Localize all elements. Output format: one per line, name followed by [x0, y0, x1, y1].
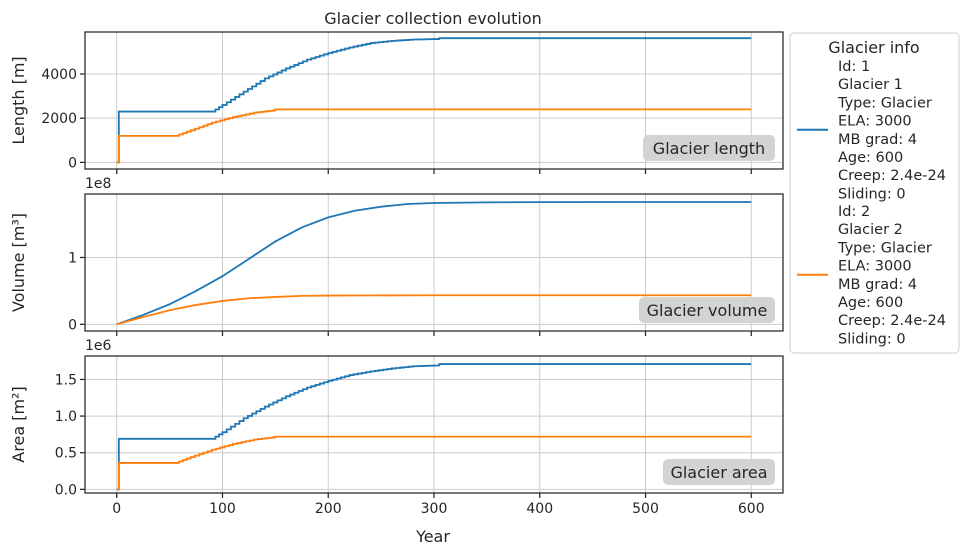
y-tick-label: 0 [68, 155, 77, 171]
panel-badge: Glacier length [653, 139, 765, 158]
y-tick-label: 1.5 [55, 372, 77, 388]
y-tick-label: 4000 [41, 67, 77, 83]
legend-frame [789, 32, 960, 354]
x-axis-label: Year [415, 527, 450, 546]
panel-badge-box [663, 459, 775, 485]
volume-panel: 0 1 1e8 Volume [m³] Glacier volume [9, 176, 784, 336]
legend-entry-line: Glacier 1 [838, 77, 903, 93]
x-tick-label: 100 [209, 501, 236, 517]
y-axis-label: Area [m²] [9, 386, 28, 462]
legend-entry-line: ELA: 3000 [838, 259, 912, 275]
glacier-2-line [116, 294, 752, 326]
legend-entry-line: Creep: 2.4e-24 [838, 313, 946, 329]
legend-entry-line: MB grad: 4 [838, 277, 917, 293]
legend: Glacier info Id: 1 Glacier 1 Type: Glacier… [789, 32, 960, 354]
y-tick-label: 0.5 [55, 446, 77, 462]
axis-offset-text: 1e8 [85, 176, 111, 192]
area-panel: 0 100 200 300 400 500 600 0.0 0.5 1.0 1.5 1e6 Area [… [9, 338, 784, 517]
panel-badge: Glacier volume [647, 301, 768, 320]
x-tick-label: 0 [112, 501, 121, 517]
panel-badge: Glacier area [670, 463, 767, 482]
y-axis-label: Length [m] [9, 56, 28, 144]
axis-offset-text: 1e6 [85, 338, 112, 354]
legend-entry-line: MB grad: 4 [838, 132, 917, 148]
x-tick-label: 600 [738, 501, 765, 517]
legend-entry-line: Id: 1 [838, 59, 870, 75]
legend-entry-line: Age: 600 [838, 150, 903, 166]
legend-entry-line: Sliding: 0 [838, 186, 906, 202]
x-tick-label: 200 [315, 501, 342, 517]
y-tick-label: 2000 [41, 111, 77, 127]
legend-entry-line: ELA: 3000 [838, 114, 912, 130]
legend-entry-line: Glacier 2 [838, 222, 903, 238]
x-tick-label: 300 [421, 501, 448, 517]
glacier-1-line [116, 37, 752, 164]
glacier-2-line [116, 108, 752, 164]
chart-title: Glacier collection evolution [324, 9, 542, 28]
y-tick-label: 0 [68, 317, 77, 333]
panel-badge-box [639, 297, 775, 323]
glacier-2-line [116, 435, 752, 491]
legend-entry-line: Age: 600 [838, 295, 903, 311]
y-tick-label: 1.0 [55, 409, 77, 425]
y-tick-label: 0.0 [55, 482, 77, 498]
legend-entry-line: Type: Glacier [837, 95, 932, 111]
y-tick-label: 1 [68, 250, 77, 266]
legend-entry-line: Id: 2 [838, 204, 870, 220]
legend-title: Glacier info [828, 38, 919, 57]
legend-entry-line: Creep: 2.4e-24 [838, 168, 946, 184]
y-axis-label: Volume [m³] [9, 213, 28, 312]
legend-entry-line: Sliding: 0 [838, 331, 906, 347]
panel-badge-box [643, 135, 775, 161]
glacier-1-line [116, 201, 752, 326]
x-tick-label: 400 [526, 501, 553, 517]
length-panel: 0 2000 4000 Length [m] Glacier length [9, 31, 784, 174]
glacier-1-line [116, 363, 752, 491]
x-tick-label: 500 [632, 501, 659, 517]
legend-entry-line: Type: Glacier [837, 240, 932, 256]
